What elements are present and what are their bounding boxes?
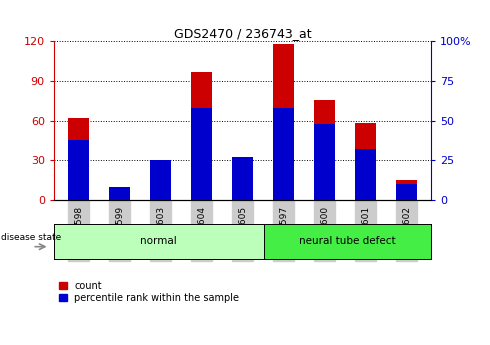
Bar [150,164,171,200]
Text: disease state: disease state [1,233,61,242]
Bar [273,44,294,200]
Title: GDS2470 / 236743_at: GDS2470 / 236743_at [174,27,311,40]
Bar [396,184,417,200]
Bar [191,108,212,200]
Bar [232,157,253,200]
Text: normal: normal [140,237,177,246]
Bar [109,194,130,200]
Bar [355,124,376,200]
Bar [273,108,294,200]
Bar [150,160,171,200]
Bar [68,140,89,200]
Legend: count, percentile rank within the sample: count, percentile rank within the sample [59,281,239,303]
Bar [109,187,130,200]
Text: neural tube defect: neural tube defect [299,237,395,246]
Bar [232,166,253,200]
Bar [396,180,417,200]
Bar [68,118,89,200]
Bar [191,72,212,200]
Bar [314,100,335,200]
Bar [314,124,335,200]
Bar [355,149,376,200]
